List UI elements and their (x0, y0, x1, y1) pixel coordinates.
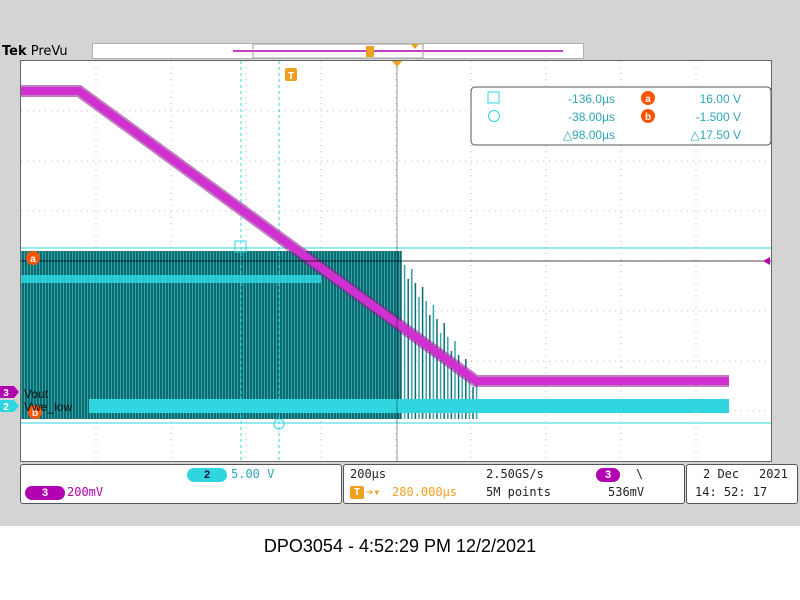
ch2-upper-band (21, 275, 321, 283)
expansion-marker-icon (392, 61, 402, 67)
waveform-svg: T -136.0µs -38.00µs △98.00µs a b 16.00 V… (21, 61, 771, 461)
expansion-point-icon (411, 44, 419, 49)
date-year: 2021 (759, 467, 788, 481)
channel-scale-panel[interactable]: 2 5.00 V 3 200mV (20, 464, 342, 504)
ch3-scale: 200mV (67, 485, 103, 499)
ch3-ground-marker-label: 3 (3, 388, 9, 399)
cursor-a-marker-label: a (30, 254, 36, 265)
brand-label: Tek PreVu (2, 44, 68, 59)
trigger-delay-icon: T (350, 486, 364, 499)
readout-voltage-b: -1.500 V (696, 110, 741, 124)
readout-time-2: -38.00µs (568, 110, 615, 124)
trigger-position: 280.000µs (392, 485, 457, 499)
timebase-scale: 200µs (350, 467, 386, 481)
readout-cursor-a-label: a (645, 94, 651, 105)
cursor-readout: -136.0µs -38.00µs △98.00µs a b 16.00 V -… (471, 87, 771, 145)
screenshot-caption: DPO3054 - 4:52:29 PM 12/2/2021 (0, 536, 800, 557)
channel-markers: 3 2 (0, 386, 22, 416)
readout-cursor-b-label: b (645, 112, 651, 123)
ch3-badge[interactable]: 3 (25, 486, 65, 500)
readout-delta-time: △98.00µs (563, 128, 615, 142)
readout-voltage-a: 16.00 V (700, 92, 741, 106)
ch2-badge[interactable]: 2 (187, 468, 227, 482)
trigger-position-icon (366, 46, 374, 57)
timebase-panel[interactable]: 200µs T ➔▾ 280.000µs 2.50GS/s 5M points … (343, 464, 685, 504)
clock-time: 14: 52: 17 (695, 485, 767, 499)
datetime-panel: 2 Dec 2021 14: 52: 17 (686, 464, 798, 504)
sample-rate: 2.50GS/s (486, 467, 544, 481)
trigger-level: 536mV (608, 485, 644, 499)
waveform-display[interactable]: T -136.0µs -38.00µs △98.00µs a b 16.00 V… (20, 60, 772, 462)
trigger-level-icon (763, 257, 770, 265)
record-view-bar[interactable] (92, 43, 584, 59)
ch2-low-band (89, 399, 729, 413)
trigger-marker-label: T (288, 71, 294, 82)
ch2-scale: 5.00 V (231, 467, 274, 481)
record-view-graphic (93, 44, 583, 58)
ch2-ground-marker-label: 2 (3, 402, 9, 413)
ch3-name-label: Vout (24, 387, 49, 401)
readout-time-1: -136.0µs (568, 92, 615, 106)
ch2-name-label: Vwe_low (24, 400, 72, 414)
brand-name: Tek (2, 44, 27, 59)
trigger-source-badge[interactable]: 3 (596, 468, 620, 482)
acquisition-mode: PreVu (31, 44, 68, 59)
record-length: 5M points (486, 485, 551, 499)
trigger-slope-icon: \ (636, 467, 643, 481)
readout-delta-voltage: △17.50 V (690, 128, 741, 142)
date-day: 2 Dec (703, 467, 739, 481)
